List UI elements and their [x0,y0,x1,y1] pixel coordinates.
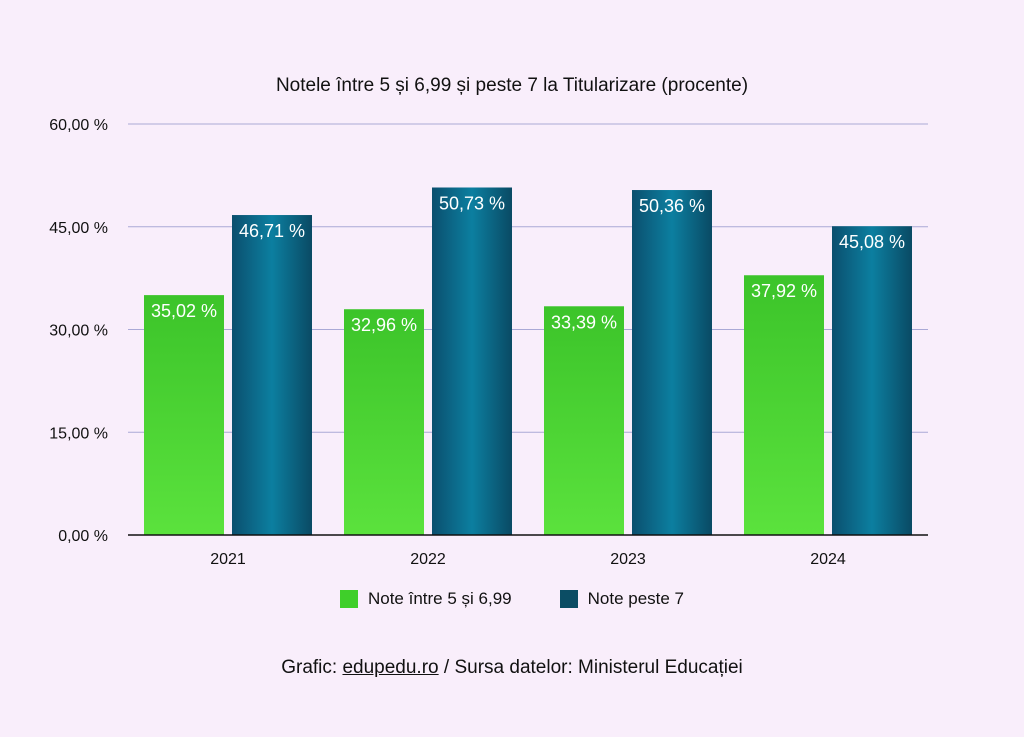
legend-label-series-1: Note între 5 și 6,99 [367,589,512,608]
legend-item-series-2: Note peste 7 [559,589,685,609]
source-footer: Grafic: edupedu.ro / Sursa datelor: Mini… [0,657,1024,679]
bar-blue-2024 [832,226,912,535]
legend: Note între 5 și 6,99 Note peste 7 [0,589,1024,609]
bar-green-2023 [544,306,624,535]
x-tick-label: 2022 [410,551,446,568]
footer-prefix: Grafic: [281,657,343,678]
footer-suffix: / Sursa datelor: Ministerul Educației [438,657,743,678]
data-label: 45,08 % [839,232,905,252]
y-tick-label: 45,00 % [49,220,108,237]
x-tick-label: 2023 [610,551,646,568]
y-tick-label: 15,00 % [49,425,108,442]
bar-blue-2023 [632,190,712,535]
bar-green-2021 [144,295,224,535]
legend-item-series-1: Note între 5 și 6,99 [339,589,512,609]
source-link[interactable]: edupedu.ro [342,657,439,678]
x-tick-label: 2021 [210,551,246,568]
bar-green-2022 [344,309,424,535]
bar-blue-2021 [232,215,312,535]
legend-swatch-green [339,590,358,608]
data-label: 50,73 % [439,193,505,213]
data-label: 35,02 % [151,301,217,321]
legend-swatch-blue [559,590,578,608]
chart-title: Notele între 5 și 6,99 și peste 7 la Tit… [275,75,749,96]
bar-blue-2022 [432,187,512,535]
data-label: 50,36 % [639,196,705,216]
data-label: 32,96 % [351,315,417,335]
y-tick-label: 0,00 % [58,528,108,545]
y-tick-label: 60,00 % [49,117,108,134]
bar-chart: 35,02 % 46,71 % 32,96 % 50,73 % 33,39 % 50,36… [49,117,928,568]
data-label: 37,92 % [751,281,817,301]
bar-green-2024 [744,275,824,535]
y-tick-label: 30,00 % [49,323,108,340]
x-tick-label: 2024 [810,551,846,568]
data-label: 46,71 % [239,221,305,241]
legend-label-series-2: Note peste 7 [587,589,685,608]
data-label: 33,39 % [551,312,617,332]
